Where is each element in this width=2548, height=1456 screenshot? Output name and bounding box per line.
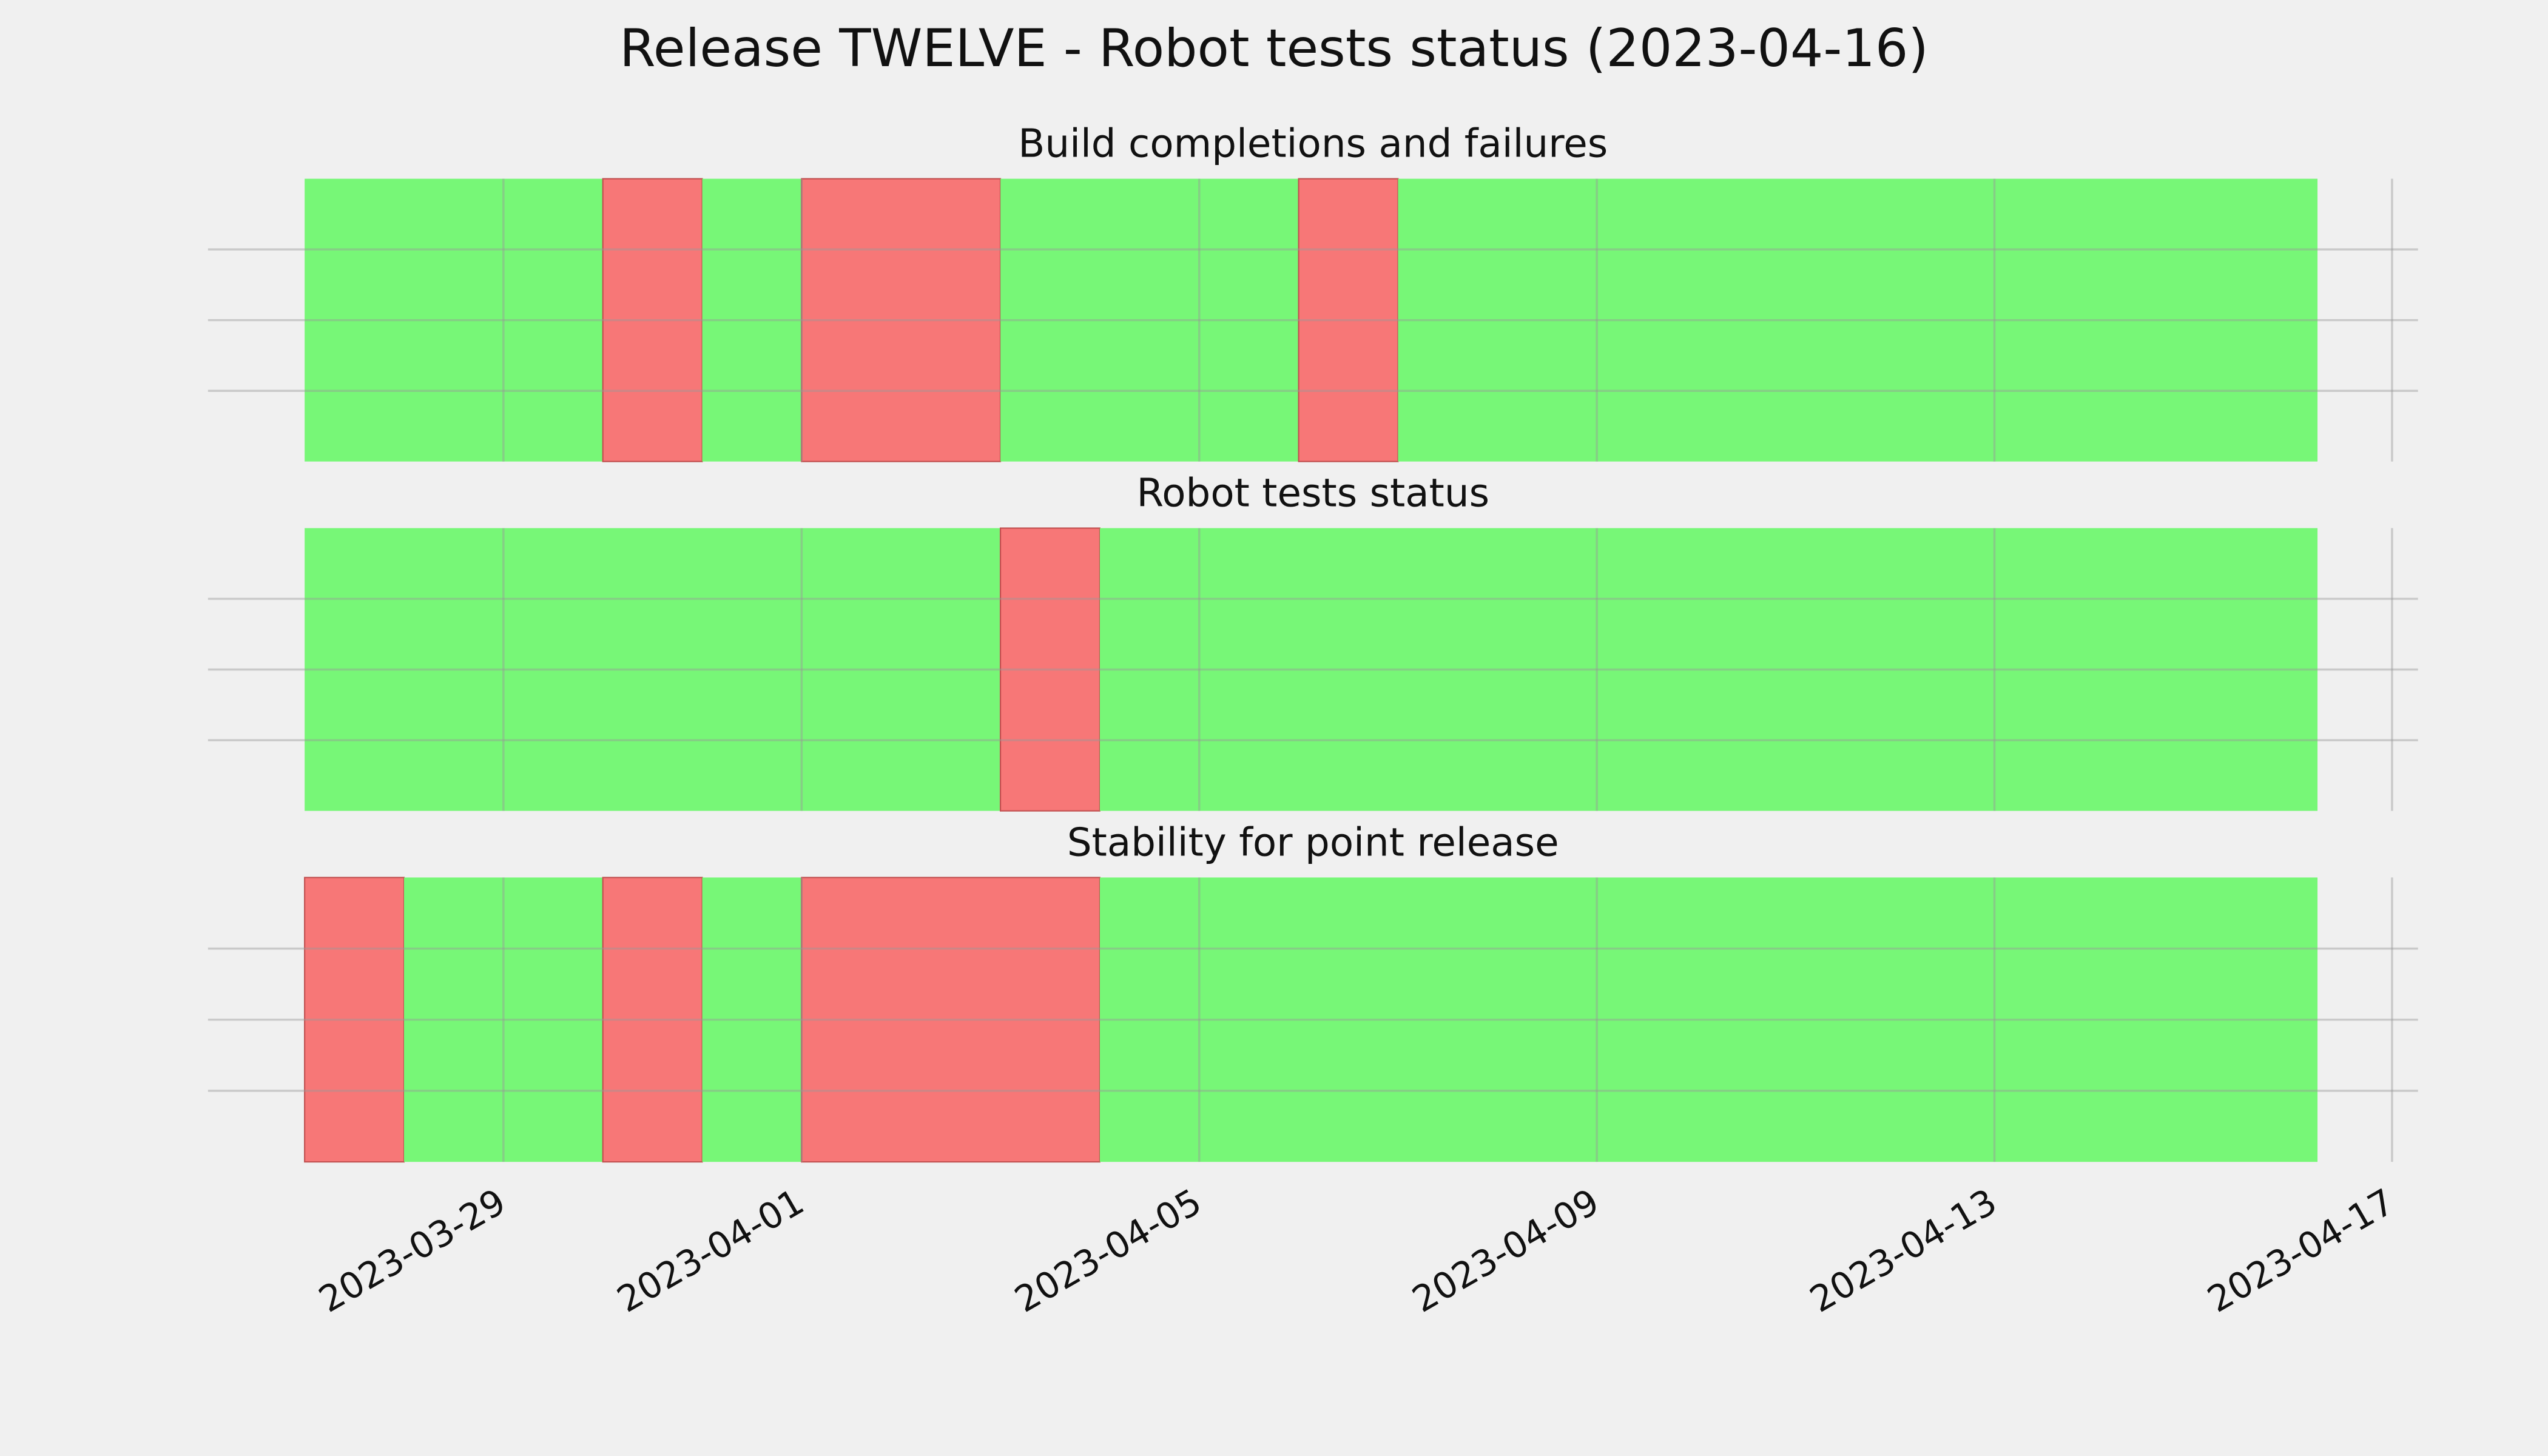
status-band [1000,178,1299,462]
status-band [702,178,802,462]
status-band [602,178,703,462]
status-band [304,877,405,1163]
subplot-title: Robot tests status [1136,471,1489,516]
status-band [305,178,603,462]
chart-title: Release TWELVE - Robot tests status (202… [619,18,1929,79]
subplot-title: Build completions and failures [1018,121,1608,167]
status-band [1099,528,2318,811]
status-band [1099,877,2318,1162]
status-band [1398,178,2318,462]
status-band [1298,178,1399,462]
status-band [602,877,703,1163]
status-band [305,528,1001,811]
status-band [403,877,603,1162]
status-band [702,877,802,1162]
status-band [801,178,1002,462]
subplot-title: Stability for point release [1067,820,1559,865]
status-band [1000,527,1100,812]
